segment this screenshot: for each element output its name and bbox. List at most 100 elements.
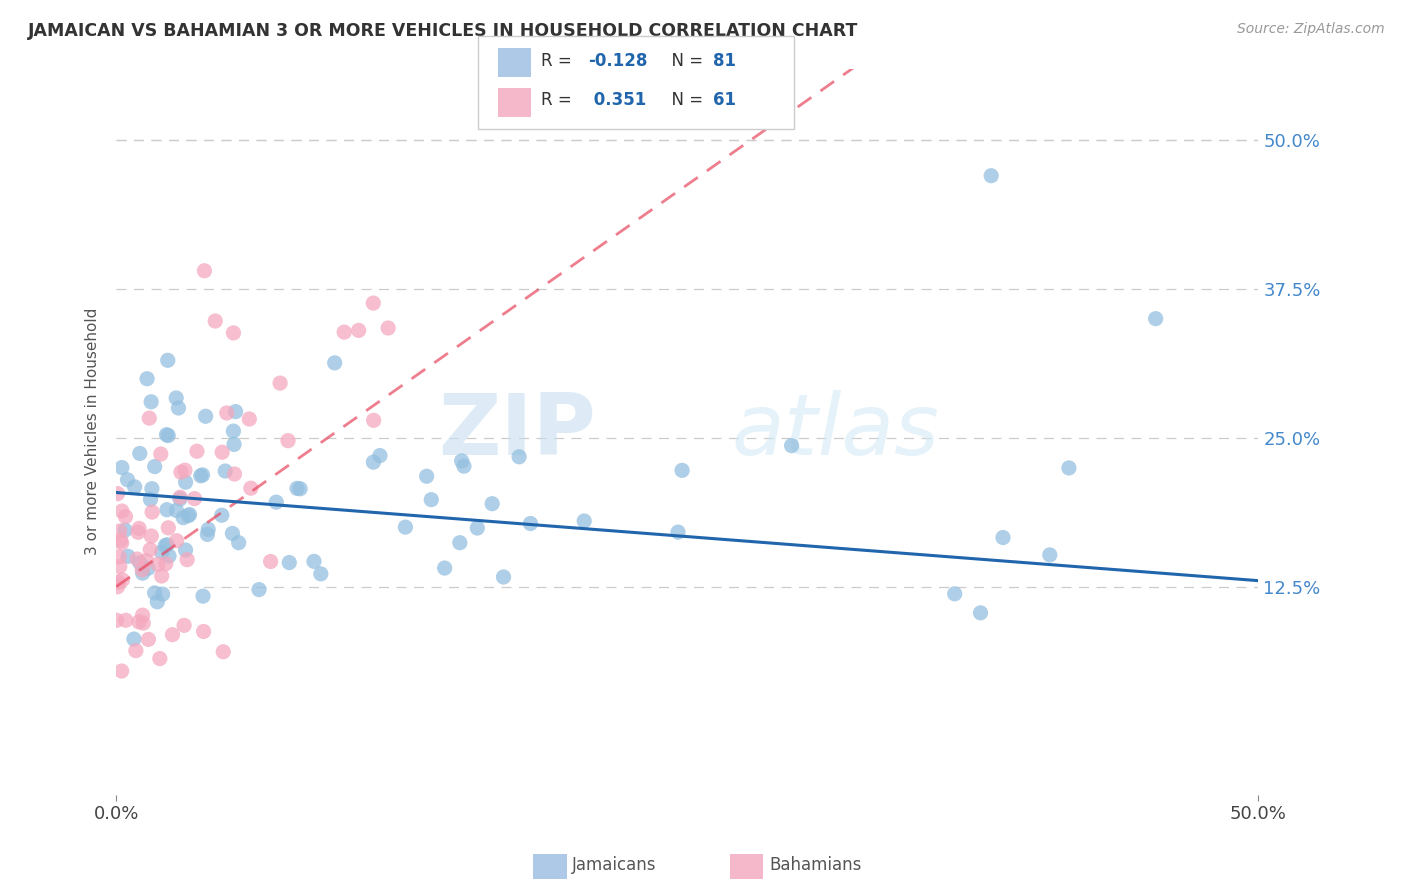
- Text: Bahamians: Bahamians: [769, 856, 862, 874]
- Point: [108, 549, 131, 564]
- Point: [222, 424, 245, 438]
- Text: 0.351: 0.351: [588, 91, 645, 109]
- Point: [481, 497, 503, 511]
- Point: [108, 559, 131, 574]
- Point: [465, 521, 488, 535]
- Point: [177, 508, 200, 523]
- Point: [127, 525, 149, 540]
- Point: [174, 463, 197, 477]
- Point: [107, 575, 129, 590]
- Point: [780, 439, 803, 453]
- Point: [146, 595, 169, 609]
- Point: [323, 356, 346, 370]
- Point: [574, 514, 596, 528]
- Point: [110, 664, 132, 678]
- Point: [105, 613, 128, 627]
- Point: [191, 589, 214, 603]
- Point: [149, 447, 172, 461]
- Point: [127, 552, 149, 566]
- Point: [141, 505, 163, 519]
- Point: [122, 632, 145, 646]
- Point: [117, 473, 139, 487]
- Point: [166, 503, 188, 517]
- Point: [194, 409, 217, 424]
- Point: [991, 531, 1014, 545]
- Point: [169, 491, 191, 506]
- Point: [114, 613, 136, 627]
- Point: [247, 582, 270, 597]
- Point: [165, 391, 187, 405]
- Point: [363, 296, 385, 310]
- Point: [492, 570, 515, 584]
- Point: [183, 491, 205, 506]
- Point: [141, 394, 163, 409]
- Point: [239, 481, 262, 495]
- Point: [173, 618, 195, 632]
- Point: [143, 459, 166, 474]
- Text: Source: ZipAtlas.com: Source: ZipAtlas.com: [1237, 22, 1385, 37]
- Point: [222, 437, 245, 451]
- Point: [347, 323, 370, 337]
- Point: [128, 446, 150, 460]
- Point: [111, 573, 134, 587]
- Point: [114, 523, 136, 537]
- Point: [174, 543, 197, 558]
- Text: N =: N =: [661, 91, 709, 109]
- Point: [309, 566, 332, 581]
- Point: [139, 492, 162, 507]
- Point: [228, 535, 250, 549]
- Point: [162, 628, 184, 642]
- Point: [277, 434, 299, 448]
- Point: [155, 539, 177, 553]
- Point: [285, 481, 308, 495]
- Point: [131, 608, 153, 623]
- Point: [197, 522, 219, 536]
- Point: [166, 533, 188, 548]
- Point: [1144, 311, 1167, 326]
- Point: [450, 454, 472, 468]
- Text: atlas: atlas: [733, 391, 939, 474]
- Point: [519, 516, 541, 531]
- Text: Jamaicans: Jamaicans: [572, 856, 657, 874]
- Point: [195, 527, 218, 541]
- Point: [415, 469, 437, 483]
- Point: [221, 526, 243, 541]
- Point: [238, 412, 260, 426]
- Point: [129, 556, 152, 570]
- Point: [969, 606, 991, 620]
- Point: [131, 563, 153, 577]
- Point: [108, 524, 131, 538]
- Point: [131, 566, 153, 581]
- Point: [128, 615, 150, 629]
- Point: [453, 459, 475, 474]
- Point: [333, 325, 356, 339]
- Point: [156, 502, 179, 516]
- Point: [193, 624, 215, 639]
- Text: JAMAICAN VS BAHAMIAN 3 OR MORE VEHICLES IN HOUSEHOLD CORRELATION CHART: JAMAICAN VS BAHAMIAN 3 OR MORE VEHICLES …: [28, 22, 859, 40]
- Point: [170, 465, 193, 479]
- Point: [136, 561, 159, 575]
- Text: N =: N =: [661, 52, 709, 70]
- Point: [671, 463, 693, 477]
- Point: [259, 554, 281, 568]
- Point: [157, 521, 180, 535]
- Point: [377, 321, 399, 335]
- Text: ZIP: ZIP: [439, 391, 596, 474]
- Point: [111, 460, 134, 475]
- Point: [146, 558, 169, 572]
- Point: [111, 504, 134, 518]
- Point: [943, 587, 966, 601]
- Point: [139, 542, 162, 557]
- Point: [136, 372, 159, 386]
- Text: R =: R =: [541, 91, 578, 109]
- Point: [278, 556, 301, 570]
- Point: [191, 467, 214, 482]
- Point: [110, 533, 132, 548]
- Point: [980, 169, 1002, 183]
- Point: [169, 490, 191, 504]
- Point: [433, 561, 456, 575]
- Point: [174, 475, 197, 490]
- Point: [215, 406, 238, 420]
- Point: [135, 554, 157, 568]
- Point: [157, 428, 180, 442]
